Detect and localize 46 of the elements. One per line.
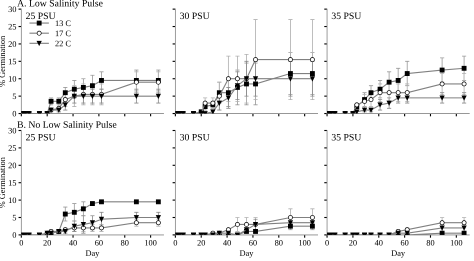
chart-subtitle: 35 PSU [332, 12, 362, 20]
chart-subtitle: 25 PSU [26, 134, 56, 140]
x-tick-label: 100 [145, 240, 157, 246]
legend-label: 13 C [56, 20, 71, 26]
y-tick-label: 15 [8, 180, 16, 186]
y-tick-label: 30 [8, 128, 16, 134]
x-tick-label: 40 [374, 240, 383, 246]
y-tick-label: 10 [8, 197, 16, 204]
chart-subtitle: 35 PSU [332, 134, 362, 140]
chart-subtitle: 30 PSU [180, 12, 210, 20]
x-axis-title: Day [391, 250, 406, 258]
y-tick-label: 5 [12, 214, 16, 220]
x-tick-label: 100 [450, 240, 462, 246]
chart-title: B. No Low Salinity Pulse [17, 120, 116, 130]
x-tick-label: 0 [174, 240, 178, 246]
x-axis-title: Day [86, 250, 100, 258]
x-tick-label: 80 [120, 240, 129, 246]
x-tick-label: 0 [325, 240, 329, 246]
x-axis-title: Day [240, 250, 254, 258]
chart-subtitle: 30 PSU [180, 134, 210, 140]
x-tick-label: 20 [197, 240, 206, 246]
x-tick-label: 60 [249, 240, 257, 246]
x-tick-label: 20 [43, 240, 52, 246]
x-tick-label: 40 [69, 240, 77, 246]
y-tick-label: 20 [8, 41, 16, 47]
x-tick-label: 20 [349, 240, 357, 246]
x-tick-label: 60 [95, 240, 103, 246]
y-tick-label: 0 [12, 232, 16, 238]
x-tick-label: 40 [223, 240, 231, 246]
x-tick-label: 80 [426, 240, 434, 246]
legend-label: 17 C [56, 30, 71, 36]
y-tick-label: 0 [12, 110, 16, 117]
y-tick-label: 20 [8, 162, 16, 168]
x-tick-label: 0 [20, 240, 24, 246]
chart-subtitle: 25 PSU [26, 12, 56, 20]
y-tick-label: 15 [8, 58, 16, 64]
chart-title: A. Low Salinity Pulse [17, 0, 103, 8]
x-tick-label: 100 [299, 240, 311, 246]
y-tick-label: 30 [8, 6, 16, 12]
legend-label: 22 C [55, 40, 71, 46]
x-tick-label: 60 [400, 240, 408, 246]
y-tick-label: 10 [8, 76, 16, 82]
x-tick-label: 80 [274, 240, 283, 246]
y-tick-label: 5 [12, 94, 16, 100]
y-tick-label: 25 [8, 145, 16, 151]
y-tick-label: 25 [8, 24, 16, 30]
